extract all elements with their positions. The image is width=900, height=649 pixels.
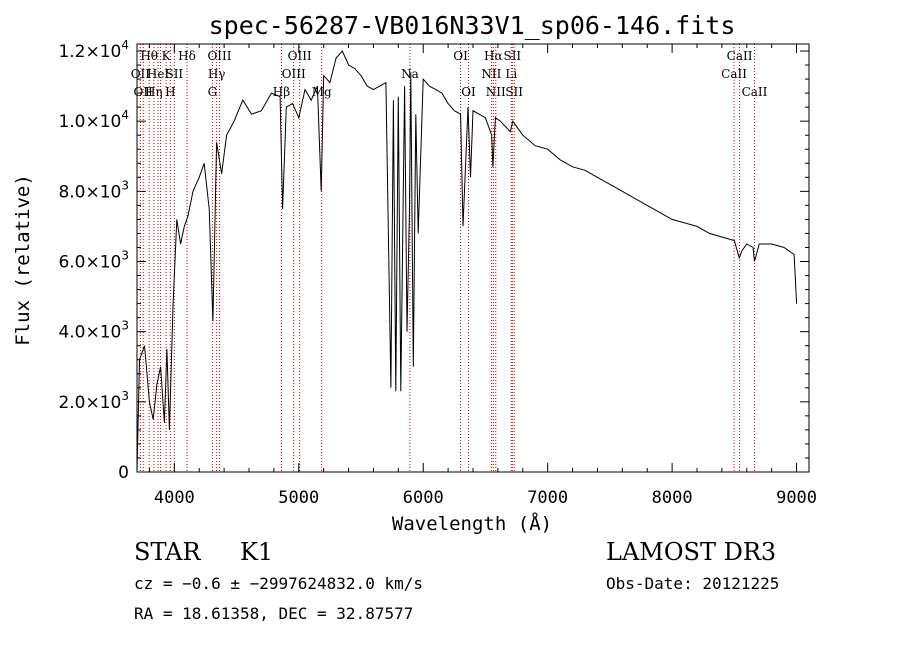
object-class: STAR xyxy=(134,538,201,566)
line-marker-label: OIII xyxy=(207,49,231,63)
plot-frame xyxy=(136,43,810,473)
line-marker-label: Na xyxy=(401,67,419,81)
x-tick-label: 7000 xyxy=(527,488,568,508)
line-marker-label: OI xyxy=(461,85,476,99)
obs-date: Obs-Date: 20121225 xyxy=(606,574,780,593)
x-tick-label: 9000 xyxy=(776,488,817,508)
x-tick-label: 5000 xyxy=(278,488,319,508)
line-marker-label: Hγ xyxy=(208,67,226,81)
line-marker-label: Hδ xyxy=(178,49,196,63)
line-marker-label: NII xyxy=(486,85,506,99)
line-marker-label: OIII xyxy=(288,49,312,63)
y-tick-label: 0 xyxy=(118,463,129,483)
line-marker-label: OIII xyxy=(282,67,306,81)
line-marker-label: K xyxy=(162,49,172,63)
x-axis: 4000 5000 6000 7000 8000 9000 xyxy=(148,44,817,508)
line-marker-label: Li xyxy=(505,67,517,81)
x-tick-label: 4000 xyxy=(154,488,195,508)
ra-dec: RA = 18.61358, DEC = 32.87577 xyxy=(134,604,414,623)
survey-name: LAMOST DR3 xyxy=(606,538,777,566)
line-marker-label: CaII xyxy=(742,85,768,99)
line-marker-label: OII xyxy=(131,67,151,81)
y-tick-label: 1.0×104 xyxy=(58,108,129,132)
object-subclass: K1 xyxy=(240,538,274,566)
line-marker-label: CaII xyxy=(721,67,747,81)
y-axis: 0 2.0×103 4.0×103 6.0×103 8.0×103 1.0×104 1.2×… xyxy=(58,38,809,483)
y-tick-label: 2.0×103 xyxy=(58,389,129,413)
redshift-info: cz = −0.6 ± −2997624832.0 km/s xyxy=(134,574,423,593)
x-tick-label: 6000 xyxy=(403,488,444,508)
x-axis-label: Wavelength (Å) xyxy=(392,512,552,535)
y-axis-label: Flux (relative) xyxy=(12,174,34,346)
line-marker-label: SII xyxy=(165,67,183,81)
chart-title: spec-56287-VB016N33V1_sp06-146.fits xyxy=(209,11,736,40)
line-marker-label: H xyxy=(165,85,175,99)
line-marker-label: SII xyxy=(503,49,521,63)
line-marker-label: OII xyxy=(134,85,154,99)
line-marker-label: CaII xyxy=(727,49,753,63)
line-marker-labels: OIIOIIHθHηHeIKHSIIHδGHγOIIIHβOIIIOIIIMgN… xyxy=(131,49,768,99)
line-marker-label: Hη xyxy=(145,85,163,99)
line-marker-label: Hθ xyxy=(140,49,158,63)
line-marker-label: G xyxy=(208,85,218,99)
y-tick-label: 8.0×103 xyxy=(58,178,129,202)
y-tick-label: 4.0×103 xyxy=(58,319,129,343)
line-marker-label: OI xyxy=(453,49,468,63)
line-marker-label: NII xyxy=(481,67,501,81)
line-marker-label: HeI xyxy=(147,67,170,81)
y-tick-label: 1.2×104 xyxy=(58,38,129,62)
line-marker-label: Hβ xyxy=(273,85,290,99)
spectrum-line xyxy=(136,50,798,473)
x-tick-label: 8000 xyxy=(652,488,693,508)
line-marker-label: SII xyxy=(505,85,523,99)
y-tick-label: 6.0×103 xyxy=(58,249,129,273)
line-markers xyxy=(139,44,755,472)
line-marker-label: Hα xyxy=(484,49,503,63)
